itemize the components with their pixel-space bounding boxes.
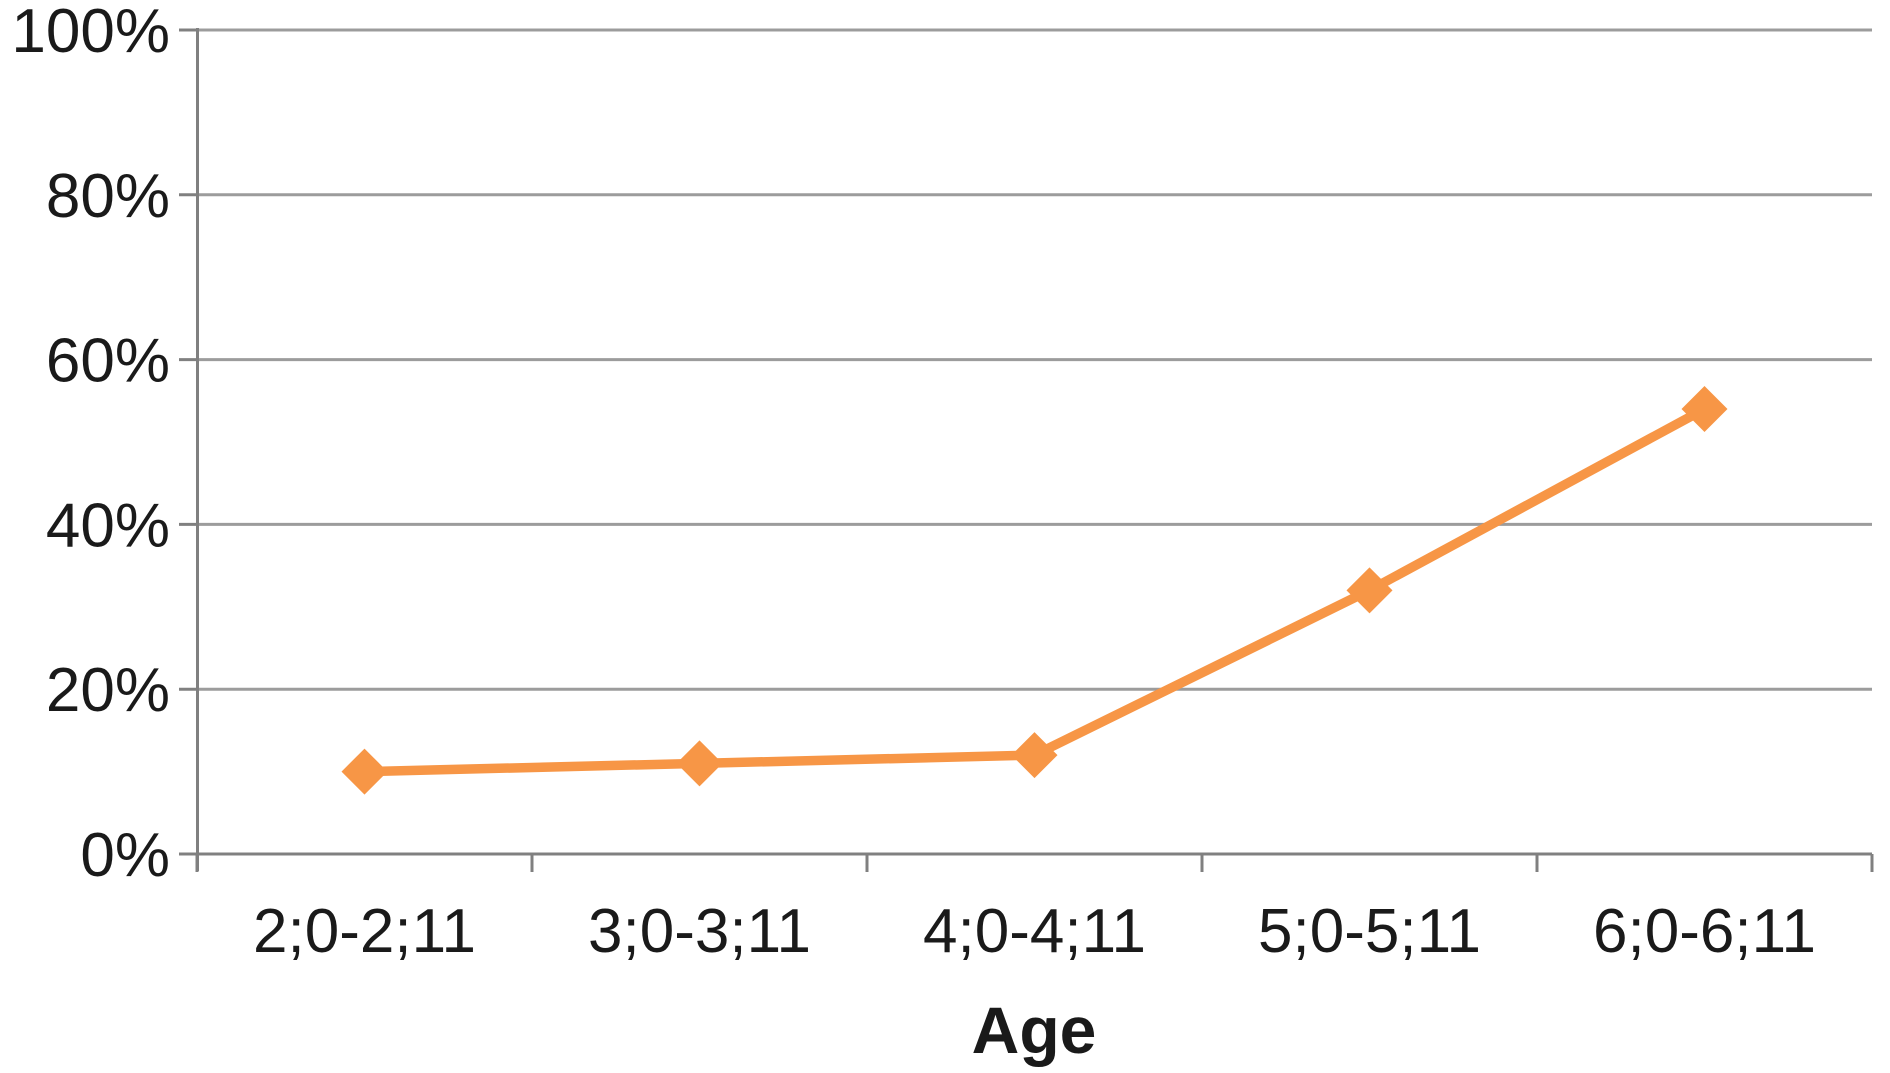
- x-axis-ticks: [195, 854, 1874, 872]
- data-point-marker: [341, 748, 388, 795]
- y-axis-ticks: [179, 28, 198, 856]
- x-category-label: 6;0-6;11: [1593, 897, 1816, 966]
- x-axis-category-labels: 2;0-2;11 3;0-3;11 4;0-4;11 5;0-5;11 6;0-6;11: [253, 897, 1816, 966]
- data-point-marker: [1681, 386, 1728, 433]
- series-line: [359, 404, 1710, 777]
- data-point-marker: [676, 740, 723, 787]
- y-tick-label: 80%: [46, 162, 170, 231]
- y-tick-label: 40%: [46, 491, 170, 560]
- x-category-label: 5;0-5;11: [1258, 897, 1481, 966]
- y-tick-label: 60%: [46, 327, 170, 396]
- y-tick-label: 0%: [80, 821, 170, 890]
- x-category-label: 3;0-3;11: [588, 897, 811, 966]
- y-axis-tick-labels: 0% 20% 40% 60% 80% 100%: [11, 0, 170, 890]
- x-axis-title: Age: [972, 993, 1097, 1067]
- data-point-marker: [1011, 732, 1058, 779]
- gridlines: [197, 28, 1872, 691]
- y-tick-label: 20%: [46, 656, 170, 725]
- x-category-label: 2;0-2;11: [253, 897, 476, 966]
- data-series: [341, 386, 1728, 795]
- x-category-label: 4;0-4;11: [923, 897, 1146, 966]
- data-point-marker: [1346, 567, 1393, 614]
- y-tick-label: 100%: [11, 0, 170, 66]
